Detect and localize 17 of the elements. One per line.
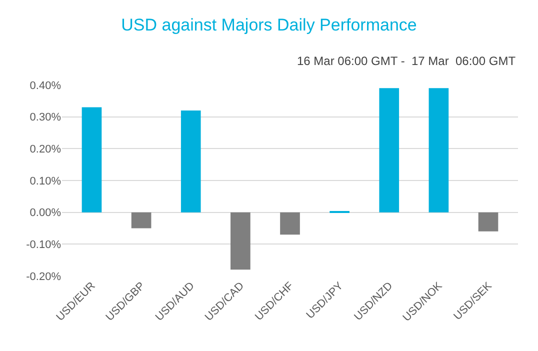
- y-tick-label: -0.10%: [26, 239, 62, 252]
- chart-title: USD against Majors Daily Performance: [121, 16, 417, 35]
- bar: [180, 110, 201, 212]
- y-tick-label: 0.10%: [30, 175, 62, 188]
- y-tick-label: 0.00%: [30, 207, 62, 220]
- y-tick-label: 0.20%: [30, 144, 62, 156]
- y-tick-label: 0.30%: [30, 112, 62, 124]
- bar: [379, 88, 400, 212]
- chart-subtitle: 16 Mar 06:00 GMT - 17 Mar 06:00 GMT: [297, 54, 516, 68]
- bar: [428, 88, 449, 212]
- bar: [131, 212, 152, 228]
- y-tick-label: -0.20%: [26, 270, 62, 283]
- bar: [280, 212, 300, 235]
- bar: [478, 212, 498, 232]
- bar: [82, 107, 102, 212]
- y-tick-label: 0.40%: [30, 80, 62, 92]
- bar: [230, 212, 250, 270]
